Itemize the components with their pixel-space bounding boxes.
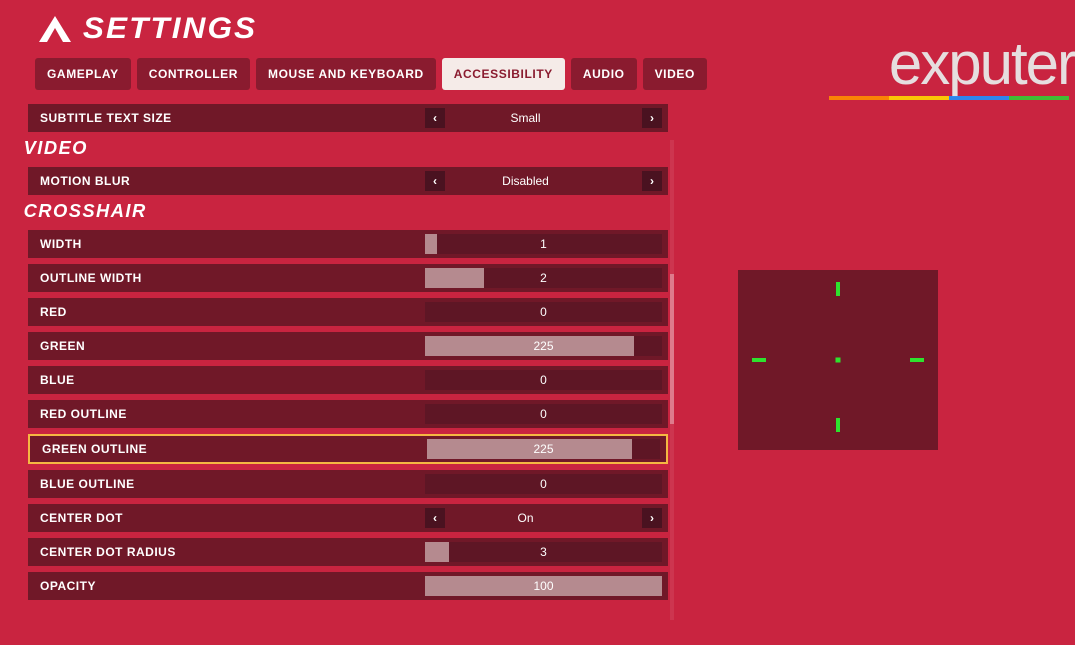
row-motion-blur: MOTION BLUR ‹ Disabled › — [28, 167, 668, 195]
watermark-underline — [829, 96, 1069, 100]
selector-value: On — [517, 511, 533, 525]
row-label: OUTLINE WIDTH — [28, 271, 383, 285]
row-label: RED OUTLINE — [28, 407, 383, 421]
selector-value: Small — [510, 111, 540, 125]
chevron-left-icon[interactable]: ‹ — [425, 508, 445, 528]
row-label: GREEN — [28, 339, 383, 353]
crosshair-arm-left — [752, 358, 766, 362]
slider-value: 0 — [540, 305, 547, 319]
row-subtitle-text-size: SUBTITLE TEXT SIZE ‹ Small › — [28, 104, 668, 132]
slider-fill — [425, 234, 437, 254]
section-header-crosshair: CROSSHAIR — [24, 201, 675, 222]
slider-green-outline[interactable]: 225 — [427, 439, 660, 459]
slider-value: 3 — [540, 545, 547, 559]
slider-red-outline[interactable]: 0 — [425, 404, 662, 424]
settings-list: SUBTITLE TEXT SIZE ‹ Small › VIDEO MOTIO… — [28, 104, 668, 606]
row-label: BLUE OUTLINE — [28, 477, 383, 491]
chevron-right-icon[interactable]: › — [642, 171, 662, 191]
slider-fill — [425, 268, 484, 288]
slider-width[interactable]: 1 — [425, 234, 662, 254]
chevron-right-icon[interactable]: › — [642, 108, 662, 128]
slider-fill — [427, 439, 632, 459]
row-green-outline: GREEN OUTLINE 225 — [28, 434, 668, 464]
row-green: GREEN 225 — [28, 332, 668, 360]
row-center-dot-radius: CENTER DOT RADIUS 3 — [28, 538, 668, 566]
tab-accessibility[interactable]: ACCESSIBILITY — [442, 58, 565, 90]
slider-red[interactable]: 0 — [425, 302, 662, 322]
row-red-outline: RED OUTLINE 0 — [28, 400, 668, 428]
row-label: BLUE — [28, 373, 383, 387]
tab-controller[interactable]: CONTROLLER — [137, 58, 250, 90]
row-label: SUBTITLE TEXT SIZE — [28, 111, 383, 125]
row-opacity: OPACITY 100 — [28, 572, 668, 600]
row-width: WIDTH 1 — [28, 230, 668, 258]
row-center-dot: CENTER DOT ‹ On › — [28, 504, 668, 532]
slider-fill — [425, 542, 449, 562]
crosshair-arm-bottom — [836, 418, 840, 432]
selector-value: Disabled — [502, 174, 549, 188]
tab-mouse-keyboard[interactable]: MOUSE AND KEYBOARD — [256, 58, 436, 90]
slider-value: 2 — [540, 271, 547, 285]
crosshair-arm-right — [910, 358, 924, 362]
row-red: RED 0 — [28, 298, 668, 326]
crosshair-preview — [738, 270, 938, 450]
section-header-video: VIDEO — [24, 138, 675, 159]
tab-gameplay[interactable]: GAMEPLAY — [35, 58, 131, 90]
row-label: WIDTH — [28, 237, 383, 251]
row-label: CENTER DOT RADIUS — [28, 545, 383, 559]
watermark-text: exputer — [889, 34, 1075, 94]
row-label: GREEN OUTLINE — [30, 442, 385, 456]
chevron-right-icon[interactable]: › — [642, 508, 662, 528]
crosshair-arm-top — [836, 282, 840, 296]
slider-green[interactable]: 225 — [425, 336, 662, 356]
slider-value: 0 — [540, 407, 547, 421]
page-title: SETTINGS — [83, 12, 257, 46]
slider-blue[interactable]: 0 — [425, 370, 662, 390]
slider-blue-outline[interactable]: 0 — [425, 474, 662, 494]
row-label: CENTER DOT — [28, 511, 383, 525]
slider-center-dot-radius[interactable]: 3 — [425, 542, 662, 562]
slider-value: 0 — [540, 373, 547, 387]
slider-value: 225 — [533, 339, 553, 353]
tab-video[interactable]: VIDEO — [643, 58, 707, 90]
tab-audio[interactable]: AUDIO — [571, 58, 637, 90]
row-outline-width: OUTLINE WIDTH 2 — [28, 264, 668, 292]
chevron-left-icon[interactable]: ‹ — [425, 108, 445, 128]
row-blue: BLUE 0 — [28, 366, 668, 394]
scrollbar-thumb[interactable] — [670, 274, 674, 424]
slider-value: 225 — [533, 442, 553, 456]
row-label: MOTION BLUR — [28, 174, 383, 188]
row-label: OPACITY — [28, 579, 383, 593]
slider-fill — [425, 336, 634, 356]
slider-value: 100 — [533, 579, 553, 593]
slider-value: 0 — [540, 477, 547, 491]
row-blue-outline: BLUE OUTLINE 0 — [28, 470, 668, 498]
slider-outline-width[interactable]: 2 — [425, 268, 662, 288]
slider-opacity[interactable]: 100 — [425, 576, 662, 596]
logo-icon — [35, 14, 75, 44]
chevron-left-icon[interactable]: ‹ — [425, 171, 445, 191]
crosshair-center-dot — [836, 358, 841, 363]
row-label: RED — [28, 305, 383, 319]
slider-value: 1 — [540, 237, 547, 251]
